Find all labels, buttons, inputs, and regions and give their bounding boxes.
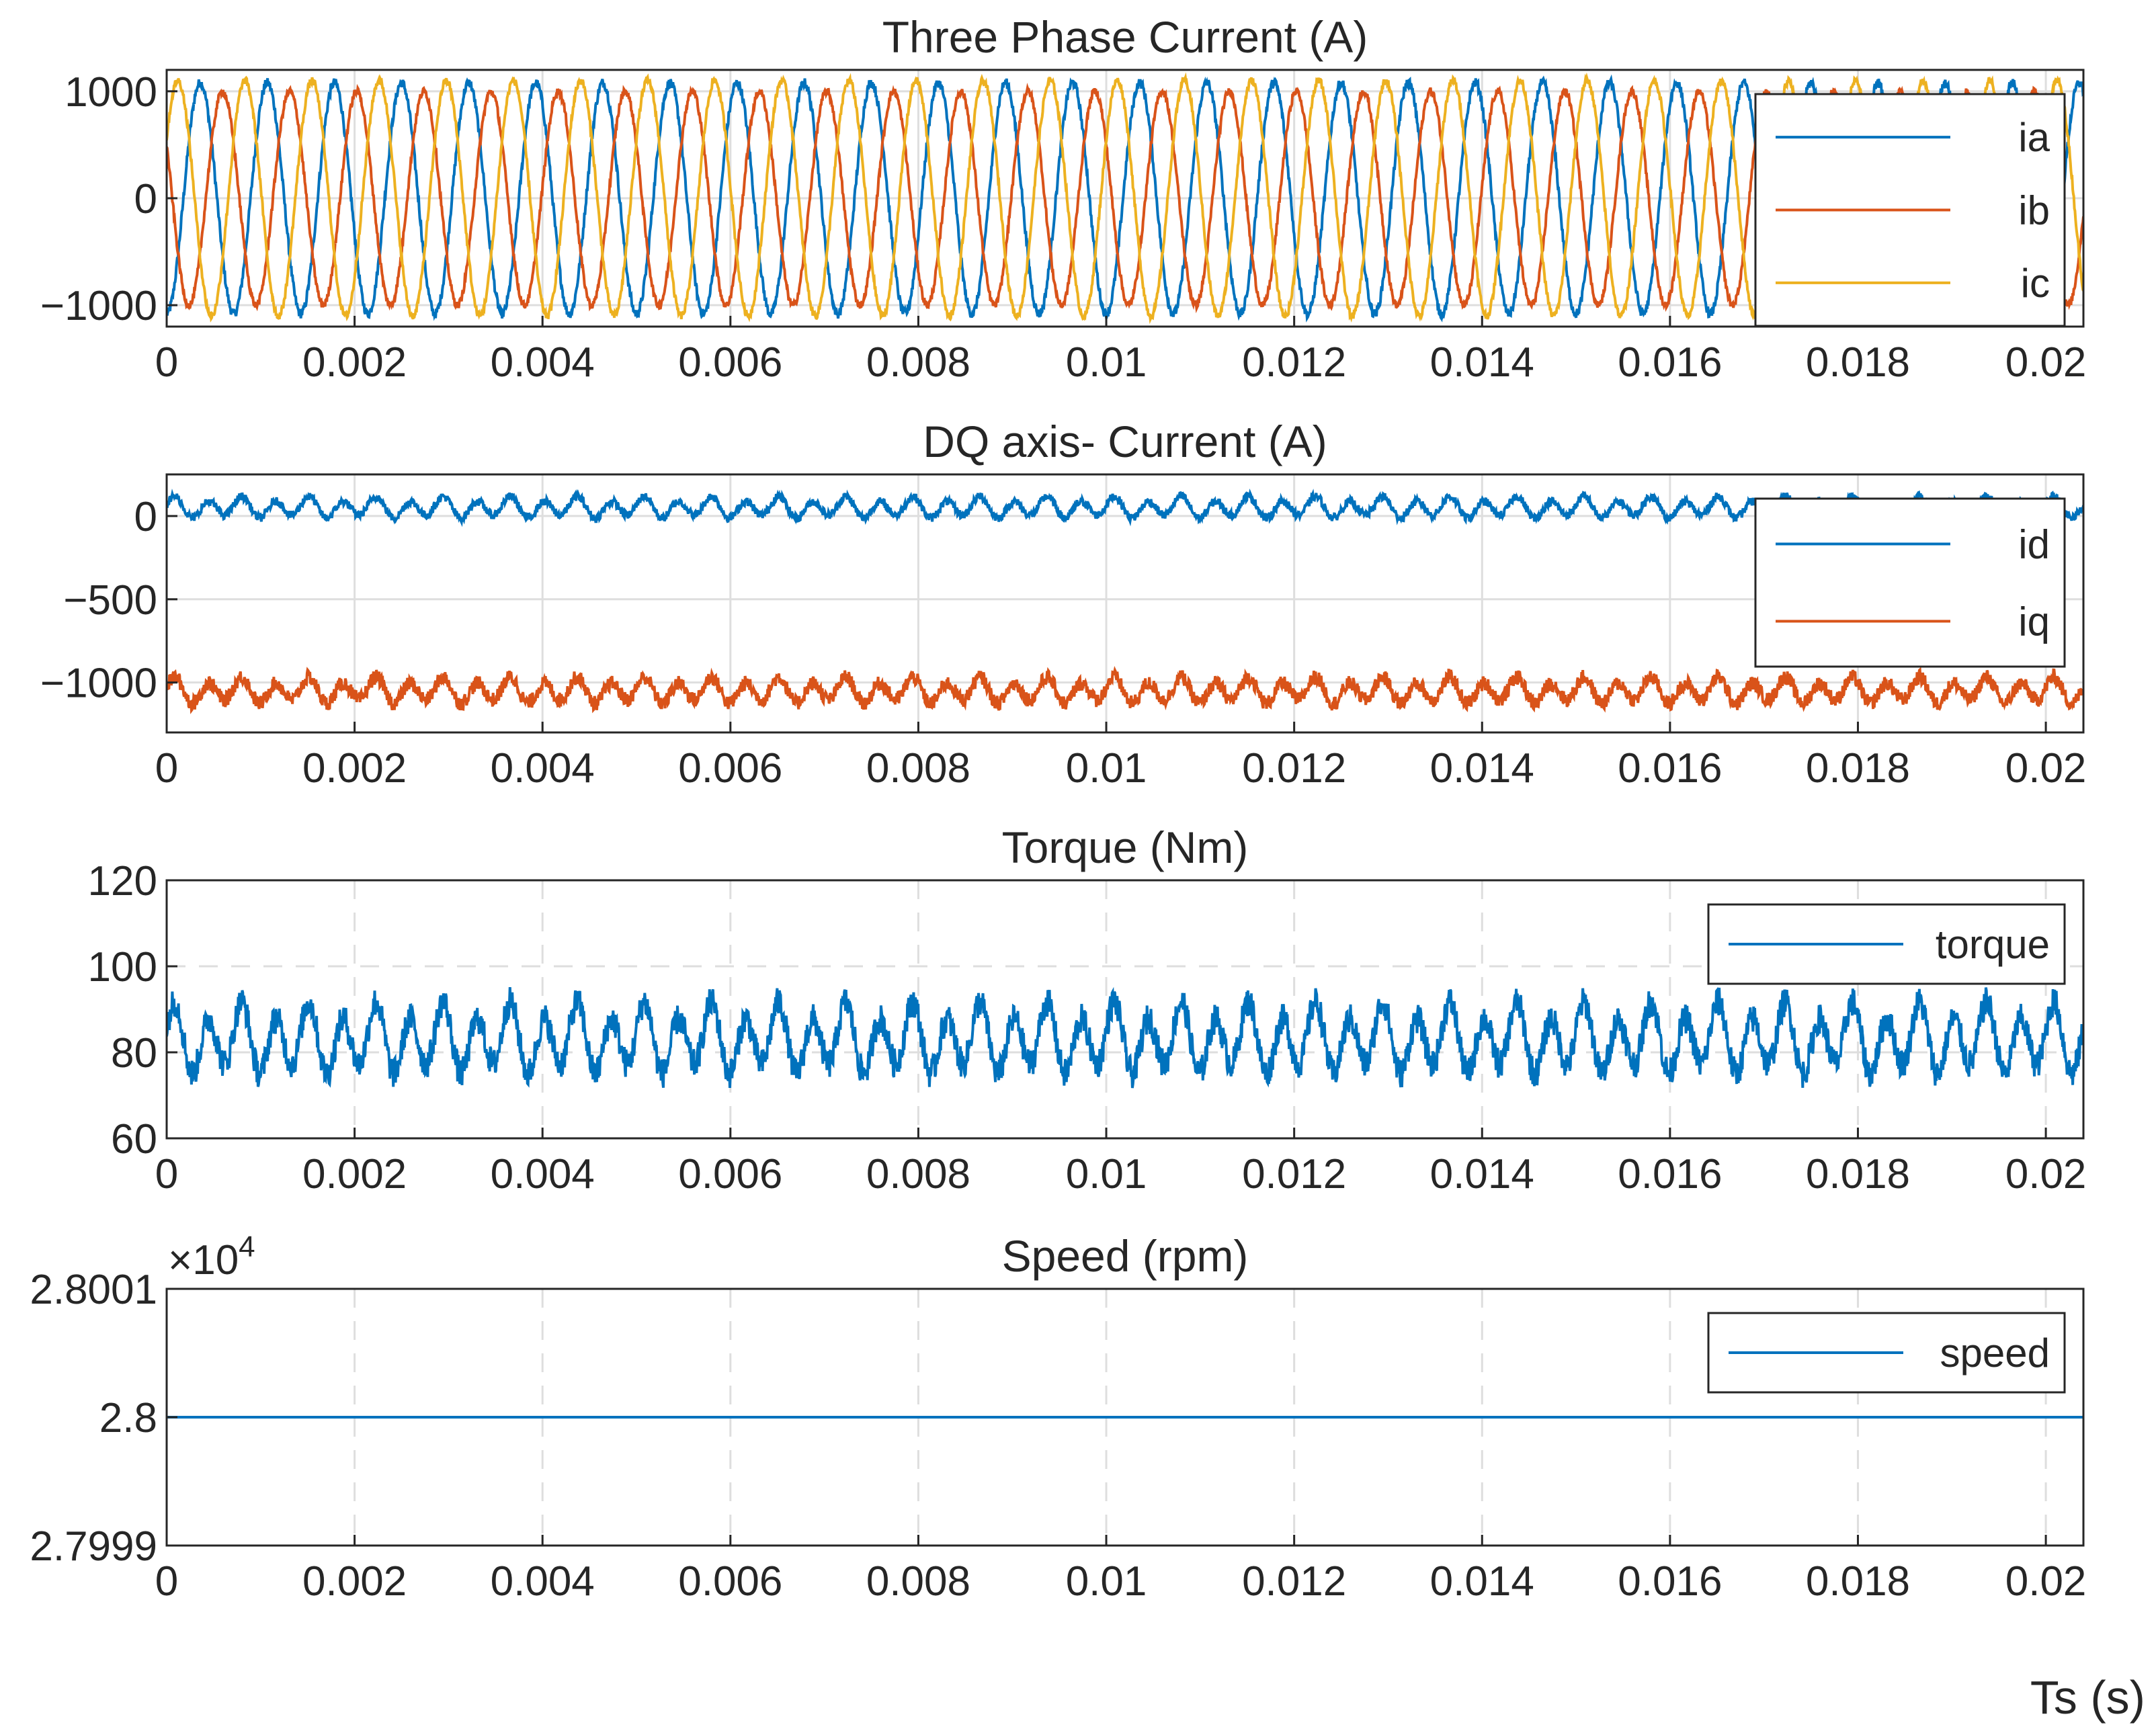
series-group <box>167 986 2083 1089</box>
x-tick-label: 0.01 <box>1066 1558 1147 1605</box>
x-tick-label: 0.016 <box>1618 1151 1722 1197</box>
legend-label-iq: iq <box>2018 599 2050 644</box>
x-tick-label: 0.002 <box>302 339 407 386</box>
x-tick-label: 0.014 <box>1430 1151 1534 1197</box>
y-tick-label: 80 <box>111 1030 157 1076</box>
x-tick-label: 0.004 <box>491 339 595 386</box>
x-tick-label: 0.016 <box>1618 1558 1722 1605</box>
panel-title: Torque (Nm) <box>1002 822 1249 872</box>
legend-label-torque: torque <box>1936 922 2050 967</box>
x-tick-label: 0.004 <box>491 1151 595 1197</box>
legend-label-ib: ib <box>2018 188 2050 233</box>
x-tick-label: 0.02 <box>2005 1151 2087 1197</box>
x-tick-label: 0.004 <box>491 745 595 792</box>
x-tick-label: 0.008 <box>866 1558 970 1605</box>
series-line-iq <box>167 666 2083 714</box>
figure-xlabel: Ts (s) <box>2030 1671 2145 1724</box>
x-tick-label: 0.006 <box>678 1558 782 1605</box>
x-tick-label: 0.002 <box>302 1558 407 1605</box>
panel-title: Three Phase Current (A) <box>882 12 1368 62</box>
y-tick-label: 2.8001 <box>30 1267 157 1313</box>
y-tick-label: 120 <box>88 858 157 904</box>
x-tick-label: 0.012 <box>1242 339 1346 386</box>
x-tick-label: 0.014 <box>1430 1558 1534 1605</box>
legend-label-speed: speed <box>1940 1331 2050 1376</box>
x-tick-label: 0.012 <box>1242 745 1346 792</box>
x-tick-label: 0.008 <box>866 1151 970 1197</box>
legend: ia ib ic <box>1754 93 2066 327</box>
x-tick-label: 0.01 <box>1066 339 1147 386</box>
x-tick-label: 0.014 <box>1430 745 1534 792</box>
x-tick-label: 0.006 <box>678 1151 782 1197</box>
x-tick-label: 0.018 <box>1806 339 1910 386</box>
x-tick-label: 0.008 <box>866 339 970 386</box>
y-tick-label: 2.8 <box>99 1395 157 1441</box>
x-tick-label: 0.012 <box>1242 1558 1346 1605</box>
y-tick-label: 100 <box>88 944 157 990</box>
panel-2: 0 0.002 0.004 0.006 0.008 0.01 0.012 0.014 0.016… <box>40 417 2087 792</box>
y-tick-label: −500 <box>63 577 157 624</box>
legend-label-ia: ia <box>2018 115 2050 160</box>
x-tick-label: 0.018 <box>1806 1558 1910 1605</box>
axes-box <box>165 473 2085 734</box>
y-tick-label: 0 <box>134 494 157 540</box>
y-tick-label: −1000 <box>40 661 157 707</box>
axes-box <box>165 879 2085 1140</box>
x-tick-label: 0.008 <box>866 745 970 792</box>
panel-3: 0 0.002 0.004 0.006 0.008 0.01 0.012 0.014 0.016… <box>88 822 2087 1197</box>
legend-label-ic: ic <box>2021 261 2050 306</box>
panel-title: Speed (rpm) <box>1002 1231 1249 1281</box>
series-line-torque <box>167 986 2083 1089</box>
x-tick-label: 0.018 <box>1806 1151 1910 1197</box>
x-tick-label: 0 <box>155 1558 178 1605</box>
x-tick-label: 0.016 <box>1618 745 1722 792</box>
panel-4: 0 0.002 0.004 0.006 0.008 0.01 0.012 0.014 0.016… <box>30 1230 2086 1605</box>
panel-1: 0 0.002 0.004 0.006 0.008 0.01 0.012 0.014 0.016… <box>40 12 2087 386</box>
x-tick-label: 0.014 <box>1430 339 1534 386</box>
panel-title: DQ axis- Current (A) <box>923 417 1327 466</box>
x-tick-label: 0.02 <box>2005 1558 2087 1605</box>
x-tick-label: 0.016 <box>1618 339 1722 386</box>
legend: torque <box>1707 903 2066 985</box>
x-tick-label: 0 <box>155 745 178 792</box>
x-tick-label: 0.018 <box>1806 745 1910 792</box>
y-tick-label: −1000 <box>40 283 157 329</box>
x-tick-label: 0 <box>155 1151 178 1197</box>
legend-box <box>1754 497 2066 668</box>
x-tick-label: 0.002 <box>302 745 407 792</box>
y-exponent-power: 4 <box>239 1230 255 1263</box>
x-tick-label: 0.004 <box>491 1558 595 1605</box>
x-tick-label: 0.006 <box>678 339 782 386</box>
x-tick-label: 0.006 <box>678 745 782 792</box>
x-tick-label: 0.002 <box>302 1151 407 1197</box>
x-tick-label: 0.02 <box>2005 339 2087 386</box>
x-tick-label: 0.01 <box>1066 1151 1147 1197</box>
y-tick-label: 60 <box>111 1116 157 1163</box>
y-tick-label: 1000 <box>65 69 157 116</box>
x-tick-label: 0.02 <box>2005 745 2087 792</box>
x-tick-label: 0 <box>155 339 178 386</box>
legend-label-id: id <box>2018 522 2050 567</box>
legend: speed <box>1707 1312 2066 1394</box>
legend: id iq <box>1754 497 2066 668</box>
y-tick-label: 2.7999 <box>30 1523 157 1570</box>
x-tick-label: 0.01 <box>1066 745 1147 792</box>
y-tick-label: 0 <box>134 176 157 222</box>
x-tick-label: 0.012 <box>1242 1151 1346 1197</box>
